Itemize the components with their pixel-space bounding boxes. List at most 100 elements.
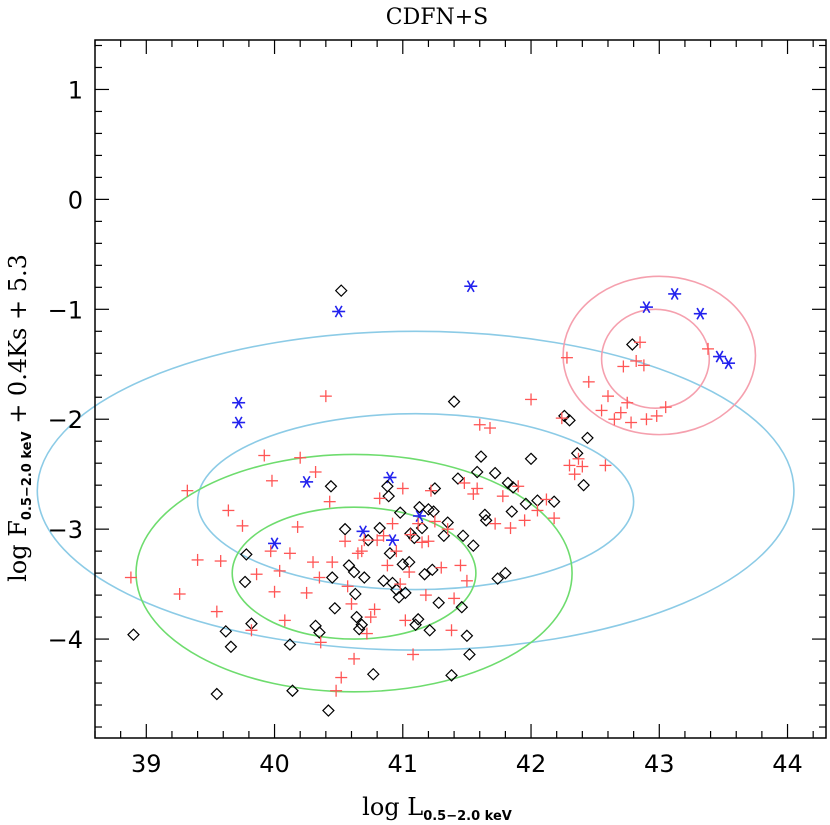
plus-point xyxy=(630,354,643,367)
plus-point xyxy=(309,465,322,478)
plus-point xyxy=(394,578,407,591)
ellipse-blue-outer xyxy=(36,330,795,651)
plus-point xyxy=(278,614,291,627)
diamond-point xyxy=(423,623,437,637)
plus-point xyxy=(489,517,502,530)
plus-point xyxy=(650,409,663,422)
plus-point xyxy=(483,422,496,435)
plus-point xyxy=(582,375,595,388)
ellipse-green-inner xyxy=(231,506,477,640)
x-tick-label: 39 xyxy=(131,750,162,778)
plus-point xyxy=(637,359,650,372)
plus-point xyxy=(608,413,621,426)
ellipse-pink-inner xyxy=(600,308,711,410)
diamond-point xyxy=(219,625,233,638)
tick-layer xyxy=(94,40,826,738)
diamond-point xyxy=(451,472,465,485)
diamond-point xyxy=(626,338,639,351)
plus-point xyxy=(445,624,458,637)
plus-point xyxy=(335,671,348,684)
y-tick-label: 0 xyxy=(68,186,83,214)
diamond-point xyxy=(350,610,363,624)
plus-point xyxy=(448,592,461,605)
diamond-point xyxy=(470,465,484,479)
chart-title: CDFN+S xyxy=(386,5,489,30)
y-tick-label: −1 xyxy=(48,296,83,324)
diamond-point xyxy=(425,563,439,577)
diamond-point xyxy=(519,497,533,511)
plus-point xyxy=(599,459,612,472)
plus-point xyxy=(258,449,271,462)
diamond-point xyxy=(224,640,238,654)
plus-point xyxy=(326,556,339,569)
plus-point xyxy=(595,404,608,417)
plus-point xyxy=(390,545,403,558)
plus-point xyxy=(339,535,352,548)
plus-point xyxy=(300,586,313,599)
plus-point xyxy=(407,648,420,661)
plus-point xyxy=(245,624,258,637)
plus-point xyxy=(404,528,417,541)
plus-point xyxy=(560,351,573,364)
asterisk-point xyxy=(668,287,682,300)
plus-point xyxy=(531,504,544,517)
diamond-point xyxy=(210,687,224,701)
asterisk-point xyxy=(639,301,653,314)
plus-point xyxy=(191,553,204,566)
plus-point xyxy=(568,468,581,481)
plus-point xyxy=(314,636,327,649)
plus-point xyxy=(264,545,277,558)
diamond-point xyxy=(581,431,594,445)
plus-point xyxy=(181,484,194,497)
diamond-point xyxy=(366,667,380,681)
asterisk-point xyxy=(268,537,282,550)
plus-point xyxy=(173,588,186,601)
points-layer xyxy=(124,280,736,717)
plus-point xyxy=(419,589,432,602)
diamond-point xyxy=(491,572,505,585)
ellipse-green-outer xyxy=(135,453,573,693)
diamond-point xyxy=(127,628,140,642)
plus-point xyxy=(124,571,137,584)
asterisk-point xyxy=(412,509,426,522)
plus-point xyxy=(210,605,223,618)
plot-frame xyxy=(94,39,827,739)
plus-point xyxy=(460,574,473,587)
diamond-point xyxy=(355,618,369,632)
diamond-point xyxy=(547,495,561,509)
plus-point xyxy=(341,580,354,593)
asterisk-point xyxy=(386,534,400,547)
plus-point xyxy=(512,480,525,493)
x-axis-title-main: log L xyxy=(362,793,423,821)
ellipse-pink-outer xyxy=(562,275,757,436)
plus-point xyxy=(572,452,585,465)
diamond-point xyxy=(238,575,252,589)
y-tick-label: 1 xyxy=(68,76,83,104)
plus-point xyxy=(634,336,647,349)
plus-point xyxy=(621,396,634,409)
plus-point xyxy=(659,401,672,414)
diamond-point xyxy=(505,505,519,518)
plus-point xyxy=(358,534,371,547)
asterisk-point xyxy=(232,416,246,429)
asterisk-point xyxy=(383,471,397,484)
plus-point xyxy=(307,556,320,569)
asterisk-point xyxy=(300,475,314,488)
asterisk-point xyxy=(332,305,346,318)
plus-point xyxy=(355,545,368,558)
y-axis-title-main: log F xyxy=(4,520,32,582)
diamond-point xyxy=(463,648,476,661)
diamond-point xyxy=(455,600,469,614)
plus-point xyxy=(360,627,373,640)
diamond-point xyxy=(324,479,338,493)
plus-point xyxy=(425,484,438,497)
plus-point xyxy=(428,515,441,528)
plus-point xyxy=(291,520,304,533)
x-axis-title-sub: 0.5−2.0 keV xyxy=(423,809,512,824)
plus-point xyxy=(381,559,394,572)
plus-point xyxy=(563,459,576,472)
plus-point xyxy=(330,684,343,697)
diamond-point xyxy=(399,586,412,600)
y-tick-label: −3 xyxy=(48,516,83,544)
